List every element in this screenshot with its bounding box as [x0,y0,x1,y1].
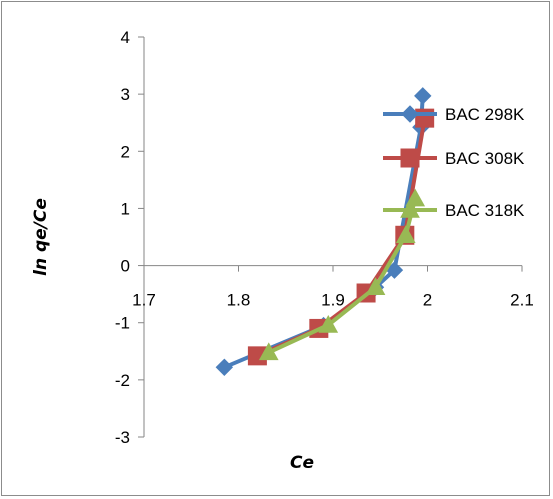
x-tick-label: 2 [423,291,432,310]
legend-marker [400,199,420,218]
y-tick-label: -1 [115,314,130,333]
y-tick-label: 4 [121,28,130,47]
legend-item: BAC 308K [383,148,525,168]
y-tick-label: 1 [121,199,130,218]
legend-marker [401,105,419,123]
data-point [258,342,279,361]
legend: BAC 298K BAC 308K BAC 318K [383,105,525,220]
y-tick-label: 3 [121,85,130,104]
data-point [215,358,234,376]
y-axis-title: ln qe/Ce [31,198,51,276]
y-tick-label: -3 [115,428,130,447]
x-tick-label: 2.1 [510,291,534,310]
legend-label: BAC 298K [445,105,525,124]
data-point [415,108,435,128]
legend-label: BAC 318K [445,201,525,220]
legend-item: BAC 298K [383,105,525,124]
x-ticks: 1.7 1.8 1.9 2 2.1 [132,265,534,310]
y-tick-label: 0 [121,257,130,276]
legend-item: BAC 318K [383,199,525,220]
y-tick-label: 2 [121,142,130,161]
x-axis-title: Ce [290,453,314,473]
legend-label: BAC 308K [445,149,525,168]
data-point [365,277,386,295]
data-point [395,225,416,243]
axes [143,37,522,437]
x-tick-label: 1.7 [132,291,156,310]
x-tick-label: 1.8 [227,291,251,310]
legend-marker [400,148,420,168]
series-3 [258,188,426,361]
data-point [318,314,339,333]
x-tick-label: 1.9 [321,291,345,310]
data-point [414,87,432,105]
y-ticks: 4 3 2 1 0 -1 -2 -3 [115,28,144,447]
series-layer [215,87,435,376]
y-tick-label: -2 [115,371,130,390]
